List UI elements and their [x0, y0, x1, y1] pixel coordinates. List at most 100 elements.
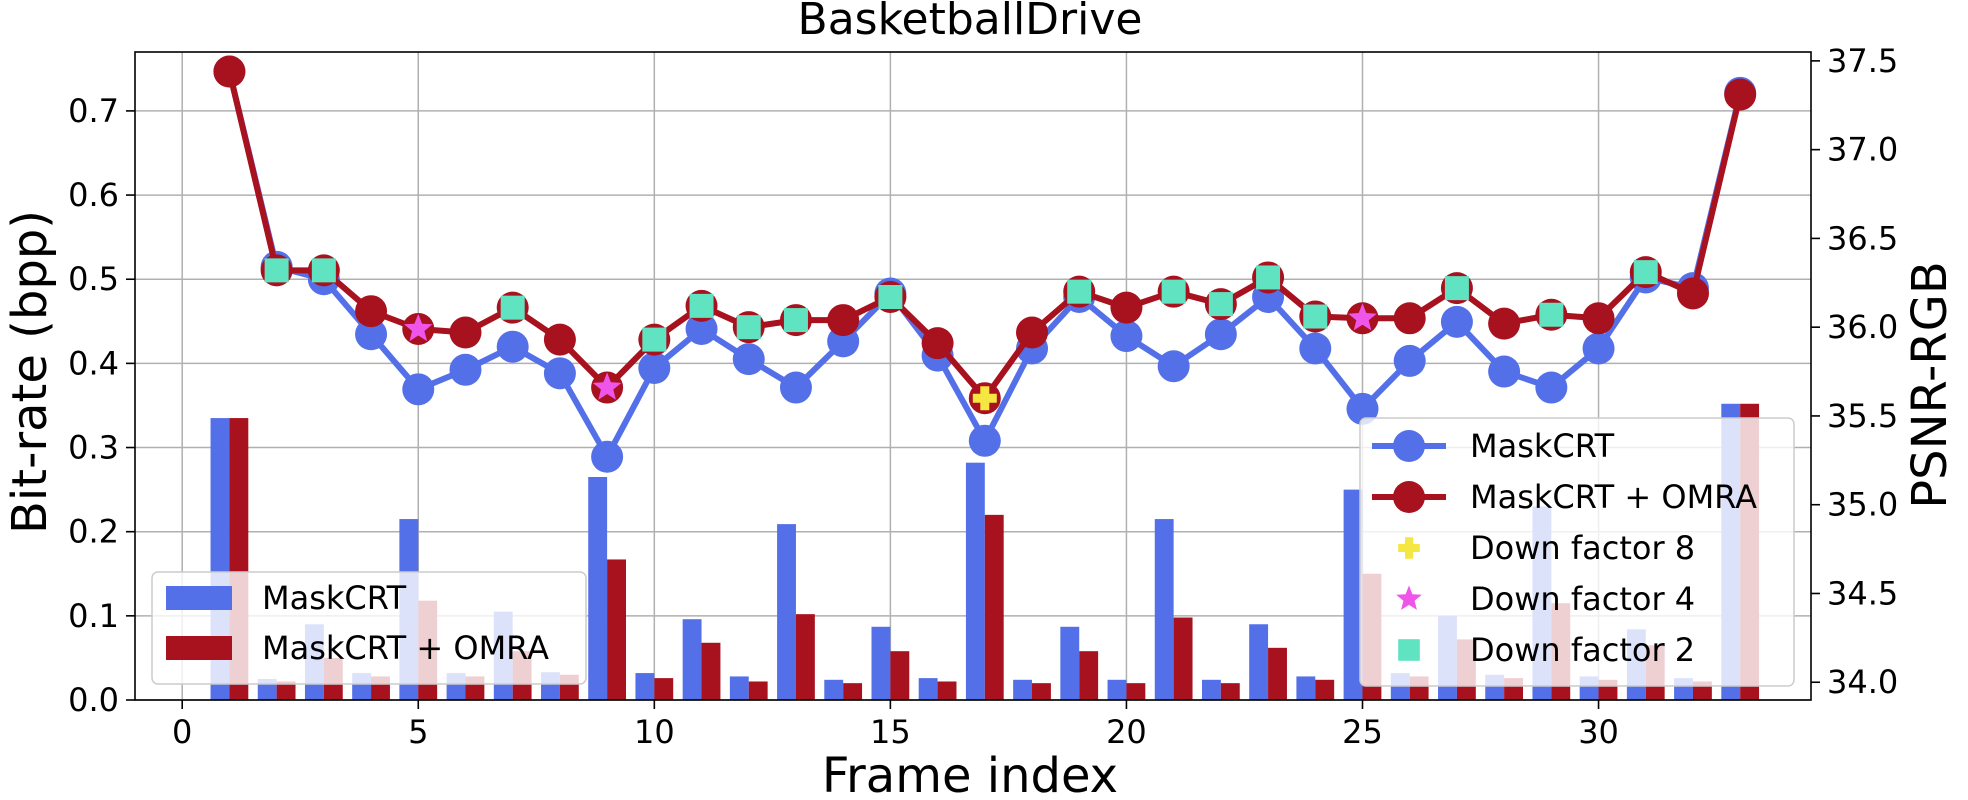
line-point [496, 330, 529, 363]
axes-ticks: 0 5 10 15 20 25 30 0.0 0.1 0.2 0.3 0.4 0.5 0.6 0.7 34.0… [68, 42, 1898, 751]
right-y-tick-label: 37.5 [1827, 42, 1898, 80]
line-point [1488, 355, 1521, 388]
line-point [1676, 277, 1709, 310]
line-point [1110, 291, 1143, 324]
down-factor-2-marker [1256, 265, 1281, 290]
line-point [779, 371, 812, 404]
bar [1315, 679, 1335, 700]
line-point [1016, 316, 1049, 349]
line-point [402, 373, 435, 406]
x-tick-label: 5 [408, 713, 428, 751]
right-y-tick-label: 35.0 [1827, 486, 1898, 524]
legend-label: MaskCRT + OMRA [262, 629, 549, 667]
line-point [543, 323, 576, 356]
x-axis-label: Frame index [822, 748, 1118, 800]
bar [635, 673, 655, 700]
line-point [732, 343, 765, 376]
right-y-tick-label: 36.5 [1827, 219, 1898, 257]
bar [701, 642, 721, 700]
down-factor-2-marker [1539, 302, 1564, 327]
bar [654, 678, 674, 700]
left-y-tick-label: 0.4 [68, 344, 119, 382]
bar [1343, 489, 1363, 700]
x-tick-label: 25 [1342, 713, 1383, 751]
bar [1079, 651, 1099, 700]
down-factor-2-marker [311, 258, 336, 283]
x-tick-label: 15 [870, 713, 911, 751]
legend-marker-swatch [1398, 537, 1420, 559]
chart-title: BasketballDrive [798, 0, 1143, 45]
bar [984, 514, 1004, 700]
x-tick-label: 0 [172, 713, 192, 751]
legend-swatch [166, 586, 232, 610]
legend-label: Down factor 8 [1470, 529, 1695, 567]
legend-lines: MaskCRT MaskCRT + OMRA Down factor 8 Down f… [1359, 417, 1795, 687]
bar [1032, 683, 1051, 700]
legend-marker-swatch [1398, 639, 1420, 661]
line-point [968, 424, 1001, 457]
bar [777, 524, 796, 700]
right-y-tick-label: 34.0 [1827, 663, 1898, 701]
bar [607, 559, 626, 700]
bar [1220, 683, 1240, 700]
down-factor-markers [264, 258, 1658, 411]
line-point [1535, 371, 1568, 404]
right-y-axis-label: PSNR-RGB [1902, 261, 1958, 509]
line-point [1346, 392, 1379, 425]
left-y-tick-label: 0.2 [68, 513, 119, 551]
down-factor-8-marker [972, 386, 997, 411]
down-factor-2-marker [736, 315, 761, 340]
bar [1126, 683, 1146, 700]
series-line [226, 70, 1744, 402]
line-point [638, 352, 671, 385]
down-factor-2-marker [1444, 276, 1469, 301]
bar [748, 681, 768, 700]
line-point [1582, 302, 1615, 335]
legend-point-swatch [1393, 430, 1425, 462]
bar [682, 619, 702, 700]
bar [1296, 676, 1316, 700]
line-point [1157, 350, 1190, 383]
line-point [1582, 332, 1615, 365]
down-factor-2-marker [689, 293, 714, 318]
bar [824, 679, 844, 700]
down-factor-2-marker [500, 295, 525, 320]
line-point [1393, 344, 1426, 377]
line-point [827, 304, 860, 337]
down-factor-2-marker [264, 258, 289, 283]
left-y-axis-label: Bit-rate (bpp) [2, 210, 58, 534]
right-y-tick-label: 37.0 [1827, 131, 1898, 169]
bar [1013, 679, 1033, 700]
line-point [1488, 307, 1521, 340]
bar [1249, 624, 1269, 700]
down-factor-2-marker [1303, 304, 1328, 329]
down-factor-2-marker [1067, 279, 1092, 304]
legend-label: Down factor 2 [1470, 631, 1695, 669]
x-tick-label: 10 [634, 713, 675, 751]
right-y-tick-label: 35.5 [1827, 397, 1898, 435]
left-y-tick-label: 0.7 [68, 92, 119, 130]
right-y-tick-label: 34.5 [1827, 574, 1898, 612]
bar [729, 676, 749, 700]
line-point [355, 318, 388, 351]
down-factor-2-marker [1208, 292, 1233, 317]
bar [1173, 617, 1193, 700]
line-point [449, 316, 482, 349]
bar [871, 626, 891, 700]
left-y-tick-label: 0.5 [68, 260, 119, 298]
legend-marker-swatch [1396, 585, 1422, 610]
down-factor-4-marker [1348, 303, 1377, 331]
line-point [921, 327, 954, 360]
down-factor-2-marker [642, 327, 667, 352]
bar [965, 462, 985, 700]
legend-label: MaskCRT + OMRA [1470, 478, 1757, 516]
down-factor-2-marker [1161, 279, 1186, 304]
x-tick-label: 30 [1578, 713, 1619, 751]
legend-swatch [166, 636, 232, 660]
plot-frame [134, 51, 1812, 701]
left-y-tick-label: 0.0 [68, 681, 119, 719]
bar [918, 678, 938, 700]
legend-label: Down factor 4 [1470, 580, 1695, 618]
line-point [1440, 305, 1473, 338]
